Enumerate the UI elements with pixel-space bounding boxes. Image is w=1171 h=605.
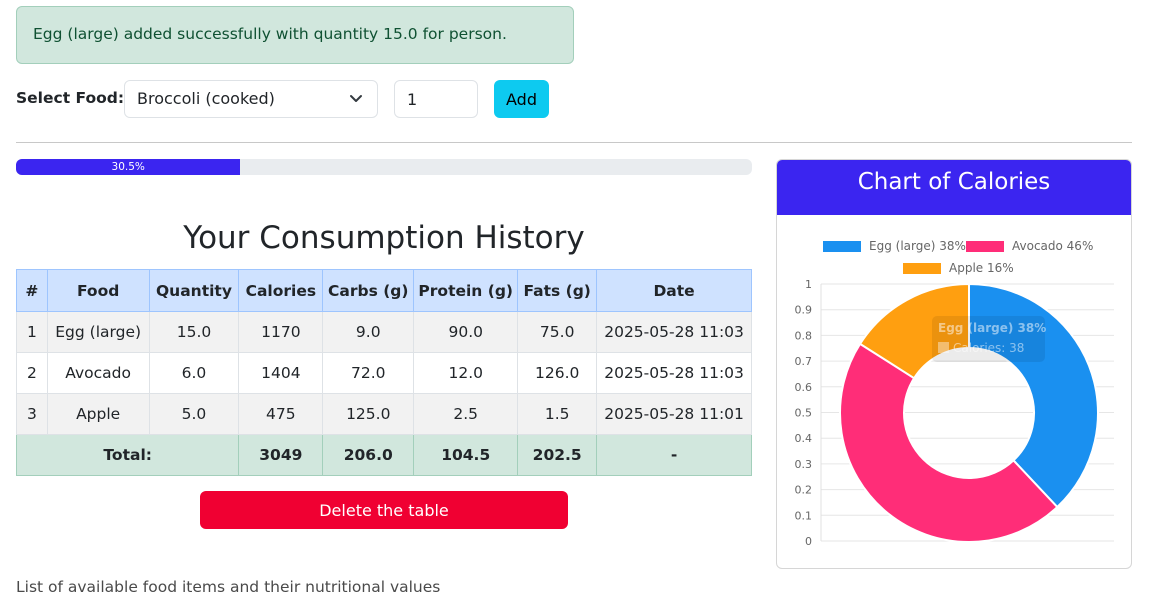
table-cell: 1404: [238, 352, 324, 394]
table-row: 2 Avocado 6.0 1404 72.0 12.0 126.0 2025-…: [16, 352, 752, 394]
select-food-label: Select Food:: [16, 89, 125, 107]
table-cell: 2: [16, 352, 48, 394]
progress-fill: 30.5%: [16, 159, 241, 175]
table-cell: 475: [238, 393, 324, 435]
consumption-history-table: # Food Quantity Calories Carbs (g) Prote…: [15, 269, 752, 476]
success-alert: Egg (large) added successfully with quan…: [16, 6, 574, 64]
chevron-down-icon: [350, 95, 362, 102]
alert-message: Egg (large) added successfully with quan…: [33, 25, 507, 43]
table-cell: 3: [16, 393, 48, 435]
table-cell: 2025-05-28 11:03: [596, 352, 752, 394]
table-cell: Avocado: [46, 352, 150, 394]
doughnut-slice[interactable]: [968, 282, 1099, 509]
table-total-row: Total: 3049 206.0 104.5 202.5 -: [15, 434, 752, 476]
legend-label[interactable]: Apple 16%: [949, 261, 1014, 275]
y-tick-label: 0.6: [795, 381, 813, 394]
total-label: Total:: [15, 434, 240, 476]
progress-label: 30.5%: [111, 161, 145, 173]
food-list-caption: List of available food items and their n…: [16, 578, 441, 596]
y-tick-label: 1: [805, 278, 812, 291]
table-cell: 1.5: [517, 393, 598, 435]
legend-label[interactable]: Avocado 46%: [1012, 239, 1093, 253]
food-select-value: Broccoli (cooked): [137, 89, 275, 108]
legend-swatch[interactable]: [823, 241, 861, 252]
column-header: Quantity: [148, 269, 240, 312]
y-tick-label: 0: [805, 535, 812, 548]
total-fats: 202.5: [517, 434, 598, 476]
table-cell: 12.0: [413, 352, 519, 394]
table-cell: 2025-05-28 11:01: [596, 393, 752, 435]
y-tick-label: 0.2: [795, 484, 813, 497]
delete-table-button[interactable]: Delete the table: [200, 491, 568, 529]
add-food-form: Select Food: Broccoli (cooked) Add: [16, 80, 576, 118]
progress-bar: 30.5%: [16, 159, 752, 175]
chart-tooltip: [932, 316, 1045, 362]
y-tick-label: 0.9: [795, 304, 813, 317]
total-date: -: [596, 434, 752, 476]
y-tick-label: 0.3: [795, 458, 813, 471]
table-cell: Egg (large): [46, 311, 150, 353]
y-tick-label: 0.8: [795, 329, 813, 342]
y-tick-label: 0.1: [795, 509, 813, 522]
table-cell: 75.0: [517, 311, 598, 353]
quantity-input[interactable]: [394, 80, 478, 118]
add-button[interactable]: Add: [494, 80, 549, 118]
doughnut-slice[interactable]: [858, 282, 970, 380]
column-header: Calories: [238, 269, 324, 312]
food-select[interactable]: Broccoli (cooked): [124, 80, 378, 118]
legend-swatch[interactable]: [966, 241, 1004, 252]
chart-card-title: Chart of Calories: [777, 160, 1131, 215]
column-header: Carbs (g): [322, 269, 415, 312]
table-cell: 90.0: [413, 311, 519, 353]
tooltip-body: Calories: 38: [953, 341, 1024, 355]
total-protein: 104.5: [413, 434, 519, 476]
table-header-row: # Food Quantity Calories Carbs (g) Prote…: [16, 269, 752, 312]
table-cell: Apple: [46, 393, 150, 435]
table-cell: 125.0: [322, 393, 415, 435]
table-cell: 1: [16, 311, 48, 353]
total-calories: 3049: [238, 434, 324, 476]
total-carbs: 206.0: [322, 434, 415, 476]
table-cell: 2.5: [413, 393, 519, 435]
table-cell: 5.0: [148, 393, 240, 435]
table-cell: 9.0: [322, 311, 415, 353]
legend-label[interactable]: Egg (large) 38%: [869, 239, 966, 253]
table-row: 3 Apple 5.0 475 125.0 2.5 1.5 2025-05-28…: [16, 393, 752, 435]
tooltip-title: Egg (large) 38%: [938, 321, 1046, 335]
table-cell: 1170: [238, 311, 324, 353]
tooltip-swatch: [938, 342, 949, 353]
table-cell: 72.0: [322, 352, 415, 394]
column-header: Protein (g): [413, 269, 519, 312]
table-cell: 15.0: [148, 311, 240, 353]
column-header: #: [16, 269, 48, 312]
table-cell: 126.0: [517, 352, 598, 394]
table-cell: 2025-05-28 11:03: [596, 311, 752, 353]
table-row: 1 Egg (large) 15.0 1170 9.0 90.0 75.0 20…: [16, 311, 752, 353]
y-tick-label: 0.4: [795, 432, 813, 445]
table-cell: 6.0: [148, 352, 240, 394]
calories-chart-card: Chart of Calories Egg (large) 38% Avocado…: [776, 159, 1132, 569]
y-tick-label: 0.5: [795, 407, 813, 420]
legend-swatch[interactable]: [903, 263, 941, 274]
column-header: Fats (g): [517, 269, 598, 312]
doughnut-slice[interactable]: [839, 342, 1059, 543]
column-header: Food: [46, 269, 150, 312]
calories-doughnut-chart: Egg (large) 38% Avocado 46% Apple 16% 0 0.1 0…: [795, 239, 1114, 548]
divider: [16, 142, 1132, 143]
column-header: Date: [596, 269, 752, 312]
y-tick-label: 0.7: [795, 355, 813, 368]
history-title: Your Consumption History: [183, 220, 585, 256]
